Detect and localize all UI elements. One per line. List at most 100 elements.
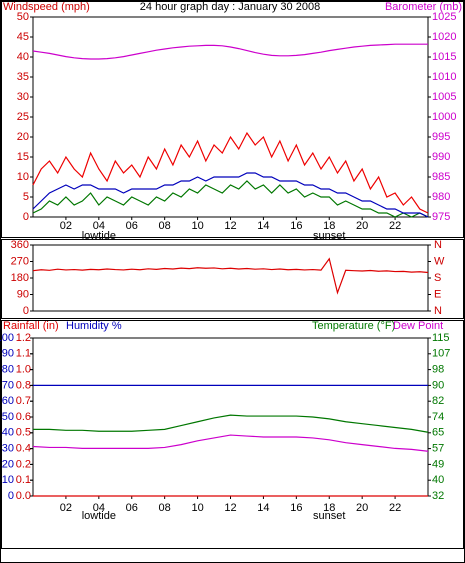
y-tick-label: 270 [11,255,29,267]
y-axis-label: Windspeed (mph) [3,1,90,13]
panel-frame [1,1,464,238]
y-tick-label: 10 [17,171,29,183]
y3-tick-label: 0.8 [16,379,31,391]
y-tick-label: 20 [2,458,14,470]
panel-frame [1,320,464,549]
x-tick-label: 10 [191,220,203,232]
x-tick-label: 02 [60,502,72,514]
y-tick-label: 45 [17,31,29,43]
y-tick-label: 10 [2,474,14,486]
y2-tick-label: 975 [432,211,450,223]
x-tick-label: 14 [257,220,269,232]
series-line [32,172,429,218]
y2-tick-label: 40 [432,474,444,486]
legend-label: Dew Point [393,320,443,332]
legend-label: Temperature (°F) [312,320,395,332]
x-tick-label: 18 [323,220,335,232]
x-tick-label: 18 [323,502,335,514]
y-tick-label: 50 [17,11,29,23]
y-tick-label: 100 [0,332,14,344]
y3-tick-label: 0.6 [16,411,31,423]
y-tick-label: 180 [11,272,29,284]
y2-tick-label: 57 [432,443,444,455]
y2-tick-label: 1025 [432,11,456,23]
y2-tick-label: 1000 [432,111,456,123]
y2-tick-label: 49 [432,458,444,470]
y-tick-label: 15 [17,151,29,163]
y-tick-label: 50 [2,411,14,423]
y3-tick-label: 1.0 [16,364,31,376]
x-tick-label: 12 [224,220,236,232]
x-tick-label: 22 [389,220,401,232]
panel-frame [1,239,464,319]
x-annotation: sunset [313,230,345,242]
y2-tick-label: N [434,305,442,317]
y2-tick-label: 1010 [432,71,456,83]
y2-tick-label: 1005 [432,91,456,103]
x-tick-label: 14 [257,502,269,514]
y2-tick-label: S [434,272,441,284]
chart-title: 24 hour graph day : January 30 2008 [140,1,320,13]
y2-tick-label: 1015 [432,51,456,63]
y2-tick-label: 107 [432,348,450,360]
x-tick-label: 20 [356,502,368,514]
y2-tick-label: 995 [432,131,450,143]
x-tick-label: 12 [224,502,236,514]
y2-tick-label: N [434,239,442,251]
x-tick-label: 16 [290,502,302,514]
series-line [32,257,429,295]
y-tick-label: 30 [2,443,14,455]
x-tick-label: 04 [93,502,105,514]
y-tick-label: 360 [11,239,29,251]
x-tick-label: 06 [126,220,138,232]
y2-tick-label: 980 [432,191,450,203]
x-tick-label: 06 [126,502,138,514]
y2-tick-label: 990 [432,151,450,163]
legend-label: Humidity % [66,320,122,332]
x-tick-label: 04 [93,220,105,232]
y2-tick-label: 32 [432,490,444,502]
y2-tick-label: 82 [432,395,444,407]
y-tick-label: 0 [23,305,29,317]
y-tick-label: 90 [17,288,29,300]
y2-tick-label: W [434,255,445,267]
y2-axis-label: Barometer (mb) [385,1,462,13]
y3-tick-label: 0.0 [16,490,31,502]
y3-tick-label: 0.1 [16,474,31,486]
y2-tick-label: 985 [432,171,450,183]
y2-tick-label: 115 [432,332,450,344]
y3-tick-label: 0.7 [16,395,31,407]
y-tick-label: 60 [2,395,14,407]
y-tick-label: 40 [17,51,29,63]
series-line [32,180,429,218]
x-tick-label: 10 [191,502,203,514]
x-tick-label: 16 [290,220,302,232]
y-tick-label: 35 [17,71,29,83]
y-tick-label: 25 [17,111,29,123]
x-tick-label: 20 [356,220,368,232]
y2-tick-label: 1020 [432,31,456,43]
y-tick-label: 0 [23,211,29,223]
y-tick-label: 90 [2,348,14,360]
series-line [33,414,429,433]
x-annotation: lowtide [82,510,116,522]
y2-tick-label: 90 [432,379,444,391]
y-tick-label: 5 [23,191,29,203]
legend-label: Rainfall (in) [3,320,59,332]
x-tick-label: 02 [60,220,72,232]
y3-tick-label: 0.4 [16,443,31,455]
series-line [32,131,429,214]
y-tick-label: 0 [8,490,14,502]
y3-tick-label: 0.2 [16,458,31,470]
y-tick-label: 40 [2,427,14,439]
y3-tick-label: 1.2 [16,332,31,344]
y2-tick-label: 74 [432,411,444,423]
series-line [32,434,429,452]
y-tick-label: 70 [2,379,14,391]
x-tick-label: 08 [159,220,171,232]
y3-tick-label: 0.5 [16,427,31,439]
x-tick-label: 08 [159,502,171,514]
y-tick-label: 20 [17,131,29,143]
